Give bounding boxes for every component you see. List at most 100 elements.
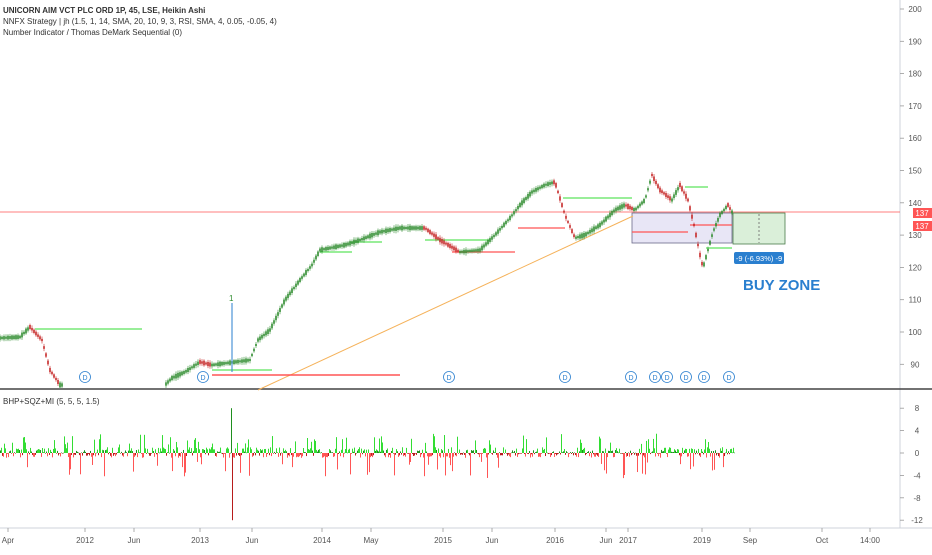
price-candle <box>419 226 421 230</box>
osc-bar <box>355 453 356 456</box>
osc-bar <box>718 453 719 457</box>
price-axis[interactable]: 200 190 180 170 160 150 140 130 120 110 100 90 <box>900 5 922 369</box>
price-candle <box>3 336 5 340</box>
osc-bar <box>625 451 626 453</box>
price-candle <box>51 371 53 375</box>
osc-bar <box>197 453 198 462</box>
demark-legend[interactable]: Number Indicator / Thomas DeMark Sequent… <box>3 28 183 37</box>
osc-bar <box>301 453 302 458</box>
price-candle <box>369 233 371 239</box>
oscillator-histogram[interactable] <box>0 408 735 521</box>
osc-bar <box>68 453 69 458</box>
osc-bar <box>144 434 145 453</box>
osc-bar <box>508 453 509 455</box>
osc-bar <box>658 453 659 457</box>
osc-bar <box>247 447 248 453</box>
osc-bar <box>250 447 251 453</box>
osc-bar <box>213 449 214 453</box>
price-candle <box>223 362 225 365</box>
osc-bar <box>108 453 109 455</box>
price-candle <box>683 191 685 194</box>
osc-bar <box>420 453 421 458</box>
osc-bar <box>701 449 702 453</box>
osc-bar <box>67 442 68 453</box>
osc-bar <box>391 451 392 453</box>
price-candle <box>255 343 257 347</box>
symbol-legend[interactable]: UNICORN AIM VCT PLC ORD 1P, 45, LSE, Hei… <box>3 6 206 15</box>
price-candle <box>377 230 379 236</box>
time-tick-label: Jun <box>600 536 613 545</box>
osc-bar <box>465 453 466 458</box>
price-candle <box>339 244 341 248</box>
price-candle <box>205 362 207 365</box>
osc-bar <box>638 453 639 456</box>
price-candle <box>551 181 553 185</box>
osc-bar <box>227 447 228 453</box>
osc-bar <box>379 438 380 453</box>
price-candle <box>189 367 191 371</box>
osc-bar <box>246 452 247 454</box>
time-axis[interactable]: Apr 2012 Jun 2013 Jun 2014 May 2015 Jun 2016 Jun 20… <box>2 528 881 545</box>
price-candle <box>659 187 661 193</box>
price-candle <box>679 182 681 188</box>
price-candle <box>645 195 647 198</box>
price-candle <box>7 335 9 340</box>
osc-bar <box>129 443 130 453</box>
osc-bar <box>672 452 673 453</box>
osc-bar <box>655 453 656 457</box>
osc-bar <box>368 449 369 453</box>
price-candle <box>391 228 393 231</box>
osc-bar <box>499 452 500 453</box>
osc-bar <box>676 452 677 453</box>
osc-bar <box>219 451 220 453</box>
osc-bar <box>172 453 173 472</box>
osc-bar <box>661 449 662 453</box>
osc-bar <box>324 453 325 457</box>
price-candle <box>413 226 415 230</box>
price-candle <box>443 240 445 245</box>
osc-bar <box>344 452 345 454</box>
osc-bar <box>673 451 674 453</box>
price-candles[interactable] <box>0 171 733 388</box>
price-candle <box>0 336 1 340</box>
osc-bar <box>511 452 512 454</box>
osc-bar <box>191 448 192 453</box>
osc-bar <box>694 449 695 453</box>
osc-bar <box>449 453 450 458</box>
osc-bar <box>218 451 219 453</box>
osc-bar <box>483 448 484 453</box>
osc-bar <box>286 451 287 453</box>
osc-bar <box>358 448 359 453</box>
osc-bar <box>195 438 196 453</box>
osc-bar <box>626 453 627 457</box>
osc-bar <box>448 448 449 453</box>
osc-bar <box>249 453 250 476</box>
osc-bar <box>689 448 690 453</box>
osc-bar <box>575 453 576 456</box>
osc-bar <box>542 447 543 453</box>
osc-bar <box>258 450 259 453</box>
trend-line[interactable] <box>257 215 634 391</box>
osc-bar <box>116 453 117 455</box>
osc-bar <box>592 450 593 453</box>
osc-bar <box>290 448 291 453</box>
price-candle <box>405 226 407 230</box>
price-candle <box>631 206 633 211</box>
osc-bar <box>397 451 398 453</box>
oscillator-legend[interactable]: BHP+SQZ+MI (5, 5, 5, 1.5) <box>3 397 100 406</box>
price-candle <box>273 320 275 324</box>
oscillator-axis[interactable]: 8 4 0 -4 -8 -12 <box>900 404 923 525</box>
osc-bar <box>210 449 211 453</box>
price-candle <box>337 244 339 249</box>
price-candle <box>557 190 559 194</box>
osc-bar <box>659 453 660 454</box>
buy-zone-range-box[interactable] <box>631 212 733 244</box>
price-candle <box>249 358 251 362</box>
price-candle <box>707 248 709 252</box>
osc-bar <box>413 453 414 456</box>
osc-bar <box>48 448 49 453</box>
price-candle <box>191 366 193 369</box>
strategy-legend[interactable]: NNFX Strategy | jh (1.5, 1, 14, SMA, 20,… <box>3 17 277 26</box>
